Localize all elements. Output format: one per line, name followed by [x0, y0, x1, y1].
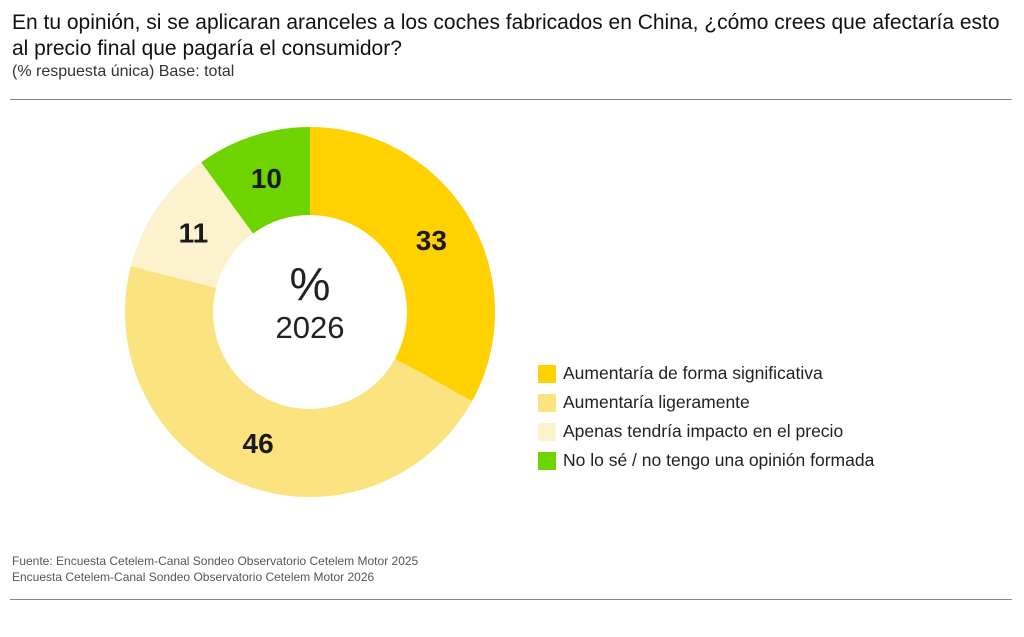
- legend-label: No lo sé / no tengo una opinión formada: [563, 450, 875, 470]
- legend-label: Aumentaría ligeramente: [563, 392, 750, 412]
- chart-title: En tu opinión, si se aplicaran aranceles…: [12, 11, 1000, 60]
- center-percent-label: %: [290, 258, 331, 310]
- donut-chart: 33 46 11 10 % 2026: [124, 127, 495, 497]
- slice-value-labels: 33 46 11 10: [179, 163, 447, 459]
- slice-value-label: 11: [179, 218, 209, 249]
- legend-item-aumentaria-ligeramente: Aumentaría ligeramente: [538, 388, 874, 417]
- legend-swatch: [538, 364, 556, 383]
- legend-item-apenas-tendria-impacto-en-el-precio: Apenas tendría impacto en el precio: [538, 417, 874, 446]
- donut-slice-apenas-tendria-impacto-en-el-precio: [130, 162, 253, 288]
- legend-swatch: [538, 451, 556, 470]
- chart-legend: Aumentaría de forma significativa Aumenta…: [538, 359, 874, 475]
- donut-slice-aumentaria-ligeramente: [124, 265, 473, 497]
- source-note: Fuente: Encuesta Cetelem-Canal Sondeo Ob…: [12, 553, 418, 585]
- center-year-label: 2026: [276, 310, 345, 345]
- legend-swatch: [538, 422, 556, 441]
- source-line-1: Fuente: Encuesta Cetelem-Canal Sondeo Ob…: [12, 554, 419, 568]
- top-divider: [10, 99, 1012, 100]
- chart-subtitle: (% respuesta única) Base: total: [12, 63, 235, 80]
- donut-slices: [124, 127, 495, 497]
- source-line-2: Encuesta Cetelem-Canal Sondeo Observator…: [12, 570, 375, 584]
- donut-slice-aumentaria-de-forma-significativa: [310, 127, 495, 402]
- slice-value-label: 33: [416, 225, 447, 256]
- slice-value-label: 46: [243, 428, 274, 459]
- slice-value-label: 10: [251, 163, 282, 194]
- donut-slice-no-lo-se-no-tengo-una-opinion-formada: [201, 127, 310, 234]
- legend-label: Aumentaría de forma significativa: [563, 363, 823, 383]
- legend-item-aumentaria-de-forma-significativa: Aumentaría de forma significativa: [538, 359, 874, 388]
- legend-label: Apenas tendría impacto en el precio: [563, 421, 844, 441]
- legend-swatch: [538, 393, 556, 412]
- legend-item-no-lo-se-no-tengo-una-opinion-formada: No lo sé / no tengo una opinión formada: [538, 446, 874, 475]
- bottom-divider: [10, 599, 1012, 600]
